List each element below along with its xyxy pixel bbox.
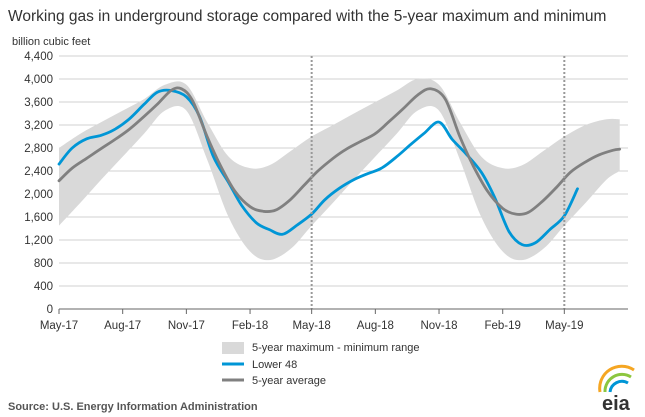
y-tick-label-400: 400: [34, 281, 53, 293]
series-layer: [57, 78, 622, 261]
x-tick-label-May-17: May-17: [40, 320, 78, 332]
eia-logo: eia: [598, 364, 635, 415]
logo-arc-orange: [598, 364, 635, 393]
y-tick-label-3200: 3,200: [24, 120, 53, 132]
source-note: Source: U.S. Energy Information Administ…: [8, 401, 258, 413]
x-tick-label-Aug-17: Aug-17: [104, 320, 141, 332]
y-tick-label-800: 800: [34, 258, 53, 270]
y-tick-label-2800: 2,800: [24, 143, 53, 155]
y-tick-label-2400: 2,400: [24, 166, 53, 178]
y-tick-label-0: 0: [47, 304, 53, 316]
y-tick-label-1600: 1,600: [24, 212, 53, 224]
x-tick-label-May-19: May-19: [545, 320, 583, 332]
x-tick-label-Aug-18: Aug-18: [357, 320, 394, 332]
series-range-band: [59, 78, 620, 261]
x-axis-ticks: May-17 Aug-17 Nov-17 Feb-18 May-18 Aug-18 Nov-…: [40, 309, 583, 332]
legend-label-average: 5-year average: [252, 375, 326, 387]
legend: 5-year maximum - minimum range Lower 48 …: [222, 342, 419, 387]
x-tick-label-May-18: May-18: [292, 320, 330, 332]
y-axis-unit-label: billion cubic feet: [12, 36, 90, 48]
chart-title: Working gas in underground storage compa…: [8, 8, 606, 25]
y-tick-label-2000: 2,000: [24, 189, 53, 201]
y-tick-label-1200: 1,200: [24, 235, 53, 247]
x-tick-label-Feb-18: Feb-18: [232, 320, 268, 332]
legend-label-range: 5-year maximum - minimum range: [252, 342, 419, 354]
y-tick-label-4400: 4,400: [24, 51, 53, 63]
y-tick-label-3600: 3,600: [24, 97, 53, 109]
series-line-lower48: [57, 88, 579, 247]
x-tick-label-Nov-18: Nov-18: [420, 320, 457, 332]
legend-swatch-range: [222, 342, 244, 354]
legend-label-lower48: Lower 48: [252, 359, 297, 371]
x-tick-label-Feb-19: Feb-19: [484, 320, 520, 332]
y-axis-ticks: 0 400 800 1,200 1,600 2,000 2,400 2,800 3,200 3,6…: [24, 51, 53, 316]
logo-arc-green: [603, 372, 632, 393]
logo-arc-blue: [608, 379, 629, 393]
y-tick-label-4000: 4,000: [24, 74, 53, 86]
series-line-average: [57, 86, 622, 216]
x-tick-label-Nov-17: Nov-17: [168, 320, 205, 332]
logo-text: eia: [602, 393, 631, 415]
